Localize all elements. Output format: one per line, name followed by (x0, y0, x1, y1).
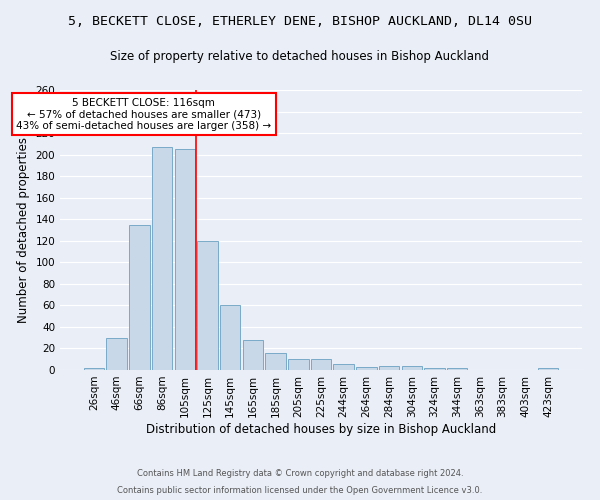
Text: Size of property relative to detached houses in Bishop Auckland: Size of property relative to detached ho… (110, 50, 490, 63)
Bar (242, 340, 263, 370)
Bar (311, 359, 331, 370)
Bar (379, 366, 400, 370)
Bar (356, 367, 377, 370)
Bar (538, 368, 558, 370)
Bar (106, 338, 127, 370)
Bar (424, 368, 445, 370)
Bar (197, 241, 218, 370)
Bar (129, 224, 149, 370)
Bar (401, 366, 422, 370)
Bar (175, 149, 195, 370)
Bar (84, 368, 104, 370)
Y-axis label: Number of detached properties: Number of detached properties (17, 137, 30, 323)
Text: Contains HM Land Registry data © Crown copyright and database right 2024.: Contains HM Land Registry data © Crown c… (137, 468, 463, 477)
Bar (447, 368, 467, 370)
Bar (220, 306, 241, 370)
Text: 5 BECKETT CLOSE: 116sqm
← 57% of detached houses are smaller (473)
43% of semi-d: 5 BECKETT CLOSE: 116sqm ← 57% of detache… (16, 98, 271, 130)
Bar (265, 353, 286, 370)
Text: Contains public sector information licensed under the Open Government Licence v3: Contains public sector information licen… (118, 486, 482, 495)
Bar (288, 359, 308, 370)
Text: 5, BECKETT CLOSE, ETHERLEY DENE, BISHOP AUCKLAND, DL14 0SU: 5, BECKETT CLOSE, ETHERLEY DENE, BISHOP … (68, 15, 532, 28)
Bar (152, 147, 172, 370)
X-axis label: Distribution of detached houses by size in Bishop Auckland: Distribution of detached houses by size … (146, 422, 496, 436)
Bar (334, 364, 354, 370)
